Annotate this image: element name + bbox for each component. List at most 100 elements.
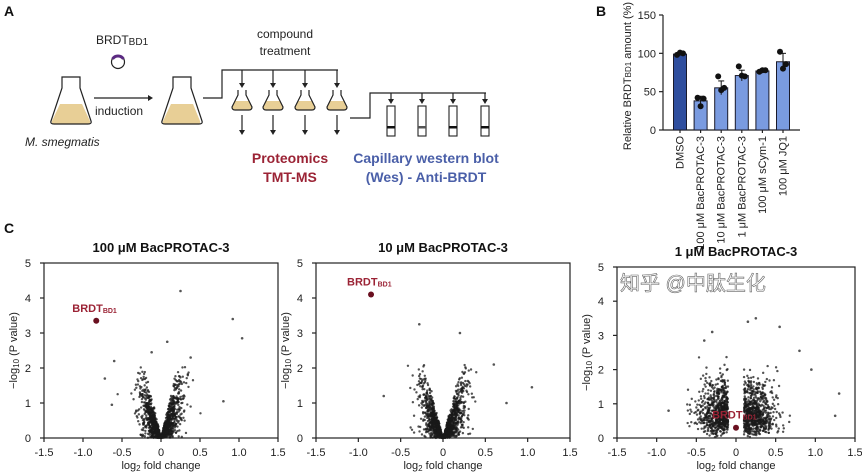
- protein-point: [708, 434, 711, 437]
- protein-point: [455, 404, 459, 407]
- protein-point: [458, 377, 462, 380]
- protein-point: [428, 414, 432, 418]
- protein-point: [743, 395, 746, 398]
- protein-point: [770, 386, 774, 389]
- y-tick-label: 2: [297, 363, 303, 375]
- x-tick-label: 100 μM sCym-1: [757, 136, 769, 214]
- protein-point: [133, 412, 137, 415]
- protein-point: [788, 414, 792, 417]
- protein-point: [719, 371, 722, 375]
- protein-point: [689, 408, 692, 411]
- protein-point: [151, 432, 154, 436]
- x-tick-label: 0: [733, 447, 739, 459]
- protein-point: [770, 406, 773, 409]
- protein-point: [416, 397, 419, 401]
- protein-point: [766, 364, 769, 368]
- protein-point: [709, 394, 712, 397]
- protein-point: [179, 416, 183, 420]
- protein-point: [713, 429, 716, 432]
- protein-point: [464, 379, 467, 383]
- y-tick-label: 5: [297, 258, 303, 270]
- protein-point: [179, 289, 182, 293]
- protein-point: [142, 372, 146, 376]
- protein-point: [467, 426, 470, 429]
- protein-point: [162, 436, 165, 439]
- bar-chart: 0 50 100 150 Relative BRDTBD1 amount (%) DMSO…: [622, 2, 800, 250]
- protein-point: [145, 396, 148, 399]
- protein-point: [421, 387, 424, 391]
- protein-point: [782, 427, 786, 430]
- x-tick-label: 0.5: [192, 447, 207, 459]
- y-tick-label: 4: [598, 296, 604, 308]
- protein-point: [422, 363, 426, 367]
- protein-point: [708, 421, 712, 424]
- protein-point: [702, 417, 706, 420]
- x-tick-label: -1.0: [74, 447, 93, 459]
- protein-point: [725, 411, 728, 414]
- protein-point: [759, 423, 763, 426]
- organism-label: M. smegmatis: [25, 135, 100, 149]
- protein-point: [837, 392, 841, 395]
- protein-point: [156, 426, 160, 429]
- plot-frame: [315, 262, 571, 439]
- protein-point: [470, 392, 474, 395]
- protein-point: [757, 402, 760, 405]
- protein-point: [463, 413, 466, 417]
- x-tick-label: -0.5: [113, 447, 132, 459]
- protein-point: [474, 400, 477, 403]
- protein-point: [726, 418, 730, 422]
- protein-point: [148, 429, 151, 432]
- protein-point: [143, 390, 146, 393]
- protein-point: [757, 430, 760, 434]
- protein-point: [765, 377, 769, 381]
- protein-point: [694, 410, 697, 414]
- protein-point: [763, 424, 767, 427]
- protein-point: [139, 366, 142, 369]
- protein-point: [169, 416, 172, 420]
- protein-point: [743, 383, 746, 386]
- protein-point: [707, 417, 711, 420]
- protein-point: [744, 397, 747, 400]
- protein-point: [461, 423, 464, 427]
- treatment-label-1: compound: [257, 27, 313, 41]
- protein-point: [441, 436, 445, 440]
- protein-point: [696, 403, 699, 406]
- protein-point: [170, 420, 173, 424]
- protein-point: [743, 387, 747, 390]
- protein-point: [708, 414, 711, 417]
- protein-point: [701, 421, 705, 425]
- protein-point: [164, 427, 167, 430]
- protein-point: [768, 421, 771, 425]
- protein-point: [144, 410, 148, 414]
- protein-point: [756, 411, 759, 414]
- protein-point: [165, 430, 169, 433]
- protein-point: [469, 368, 473, 371]
- protein-point: [431, 426, 435, 429]
- protein-point: [705, 432, 709, 436]
- protein-point: [754, 396, 758, 399]
- protein-point: [431, 404, 434, 408]
- protein-point: [720, 415, 724, 419]
- protein-point: [761, 429, 765, 433]
- protein-point: [505, 401, 508, 405]
- protein-point: [424, 379, 427, 382]
- protein-point: [177, 435, 180, 438]
- protein-point: [761, 371, 765, 375]
- protein-point: [697, 356, 701, 359]
- protein-point: [171, 425, 175, 428]
- protein-point: [417, 425, 420, 428]
- protein-point: [145, 381, 148, 384]
- protein-point: [440, 434, 444, 438]
- protein-point: [179, 380, 182, 383]
- protein-point: [460, 376, 464, 379]
- protein-point: [134, 383, 138, 386]
- protein-point: [765, 406, 768, 410]
- protein-point: [425, 391, 429, 394]
- protein-point: [459, 421, 462, 424]
- protein-point: [171, 435, 174, 439]
- y-tick-label: 4: [25, 293, 31, 305]
- protein-point: [722, 395, 726, 398]
- protein-point: [725, 403, 729, 407]
- protein-point: [759, 418, 762, 421]
- protein-point: [757, 397, 760, 400]
